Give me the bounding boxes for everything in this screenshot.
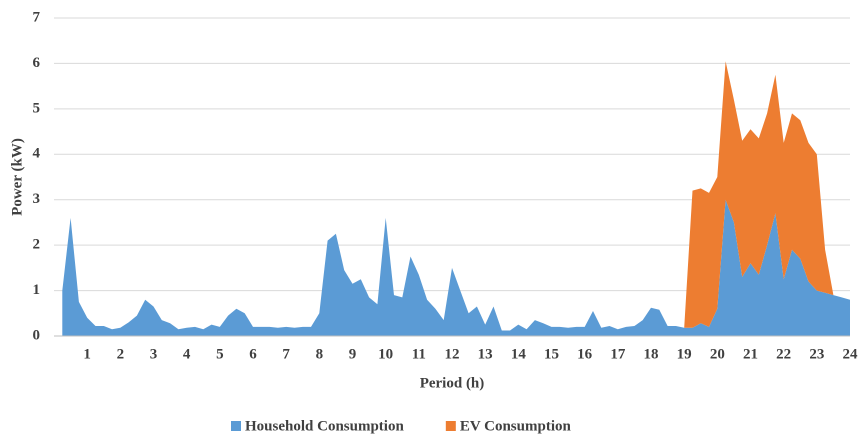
x-tick-label: 3 (150, 346, 158, 362)
x-tick-label: 18 (644, 346, 659, 362)
area (62, 199, 851, 336)
y-tick-label: 5 (33, 100, 41, 116)
legend-swatch (231, 421, 241, 431)
legend-swatch (445, 421, 456, 431)
x-tick-label: 17 (610, 346, 626, 362)
x-tick-label: 22 (776, 346, 791, 362)
x-tick-label: 8 (316, 346, 324, 362)
x-tick-label: 16 (577, 346, 593, 362)
y-tick-label: 4 (33, 146, 41, 162)
x-tick-label: 9 (349, 346, 357, 362)
y-tick-label: 6 (33, 55, 41, 71)
x-tick-label: 23 (809, 346, 824, 362)
x-tick-label: 21 (743, 346, 758, 362)
y-tick-label: 1 (33, 282, 41, 298)
x-tick-label: 10 (378, 346, 393, 362)
legend-label: Household Consumption (245, 418, 404, 434)
legend-label: EV Consumption (460, 418, 572, 434)
x-tick-label: 11 (412, 346, 426, 362)
x-tick-label: 19 (677, 346, 692, 362)
x-tick-label: 2 (117, 346, 125, 362)
x-tick-label: 5 (216, 346, 224, 362)
x-tick-label: 4 (183, 346, 191, 362)
x-tick-label: 20 (710, 346, 725, 362)
y-tick-label: 7 (33, 9, 41, 25)
area (684, 61, 834, 328)
x-tick-label: 1 (83, 346, 91, 362)
y-tick-label: 2 (33, 237, 41, 253)
y-tick-label: 3 (33, 191, 41, 207)
x-tick-label: 6 (249, 346, 257, 362)
y-axis-label: Power (kW) (9, 138, 25, 216)
x-tick-label: 15 (544, 346, 559, 362)
x-tick-label: 14 (511, 346, 527, 362)
x-tick-label: 12 (445, 346, 460, 362)
x-axis-label: Period (h) (420, 375, 485, 391)
x-tick-label: 13 (478, 346, 493, 362)
y-tick-label: 0 (33, 327, 41, 343)
x-tick-label: 7 (282, 346, 290, 362)
x-tick-label: 24 (843, 346, 859, 362)
